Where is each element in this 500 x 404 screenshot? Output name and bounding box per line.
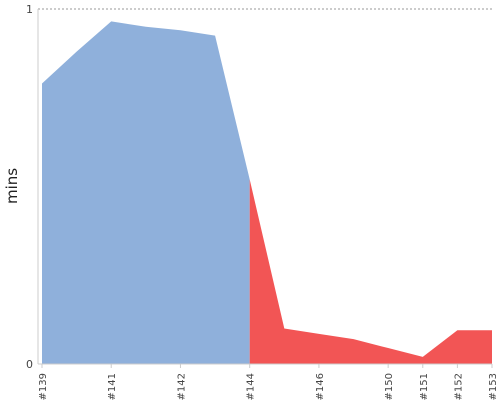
x-tick-label: #151 [419,373,430,400]
x-axis-ticks: #139 #141 #142 #144 #146 #150 #151 #152 #153 [38,364,499,400]
x-tick-label: #141 [107,373,118,400]
y-axis-title: mins [3,168,21,204]
x-tick-label: #153 [488,373,499,400]
y-axis-ticks: 01 [26,3,33,371]
y-tick-label: 1 [26,3,33,16]
x-tick-label: #150 [384,373,395,400]
x-tick-label: #152 [453,373,464,400]
x-tick-label: #139 [38,373,49,400]
area-series-failed [249,179,492,364]
area-series-success [42,21,250,365]
y-tick-label: 0 [26,358,33,371]
x-tick-label: #142 [176,373,187,400]
chart-areas [42,21,492,365]
x-tick-label: #144 [246,373,257,400]
x-tick-label: #146 [315,373,326,400]
